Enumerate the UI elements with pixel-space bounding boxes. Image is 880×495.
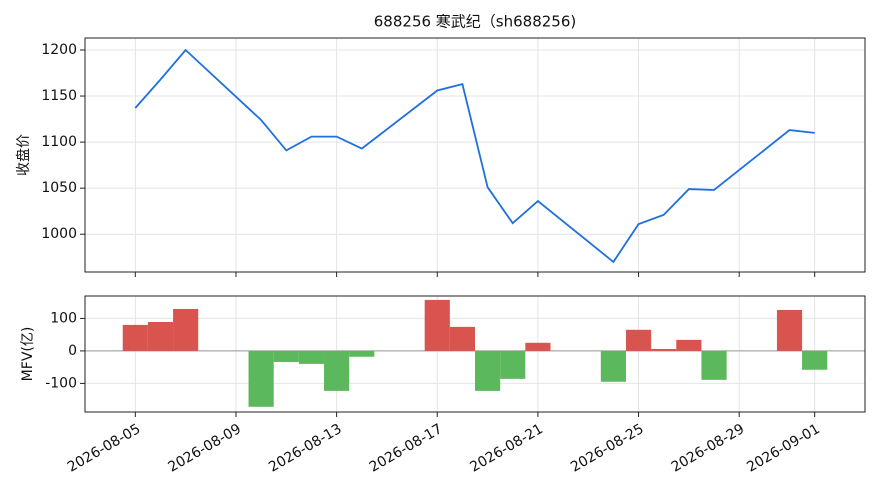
y-tick-label: 1100	[41, 134, 77, 150]
bar	[424, 299, 450, 351]
y-tick-label: 1000	[41, 226, 77, 242]
x-tick-label: 2026-08-13	[266, 421, 344, 476]
plot-frame	[84, 295, 866, 413]
bar	[475, 350, 501, 391]
x-tick-label: 2026-08-17	[367, 421, 445, 476]
bar	[676, 339, 702, 351]
bar	[147, 321, 174, 351]
bar	[525, 342, 551, 351]
bar	[701, 350, 727, 380]
x-tick-label: 2026-08-29	[669, 421, 747, 476]
x-tick-label: 2026-08-25	[568, 421, 646, 476]
x-tick-label: 2026-08-05	[65, 421, 143, 476]
bar	[625, 329, 652, 351]
y-axis-label: 收盘价	[15, 134, 32, 176]
bar	[248, 350, 274, 407]
y-tick-label: 0	[68, 343, 77, 359]
bar	[776, 309, 803, 351]
chart-title: 688256 寒武纪（sh688256)	[374, 13, 576, 31]
bar	[651, 348, 677, 351]
bar	[349, 350, 375, 357]
bar	[122, 324, 148, 351]
y-tick-label: 1200	[41, 42, 77, 58]
x-tick-label: 2026-08-21	[467, 421, 545, 476]
bar	[273, 350, 299, 362]
x-tick-label: 2026-09-01	[744, 421, 822, 476]
bar	[802, 350, 828, 370]
bar	[600, 350, 626, 382]
bar	[324, 350, 350, 391]
y-tick-label: 1050	[41, 180, 77, 196]
x-tick-label: 2026-08-09	[165, 421, 243, 476]
y-axis-label: MFV(亿)	[20, 327, 36, 382]
bar	[298, 350, 325, 364]
bar	[173, 308, 199, 351]
bar	[500, 350, 526, 379]
plot-frame	[84, 37, 866, 273]
bar	[449, 326, 475, 351]
y-tick-label: 100	[50, 310, 77, 326]
price-line	[134, 48, 815, 264]
y-tick-label: 1150	[41, 88, 77, 104]
y-tick-label: -100	[45, 375, 77, 391]
